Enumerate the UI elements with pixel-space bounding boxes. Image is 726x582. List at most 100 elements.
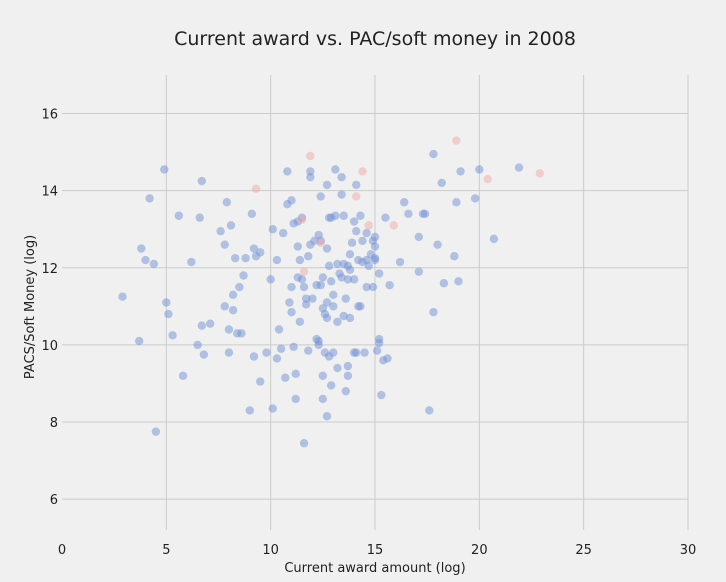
data-point-blue (162, 298, 171, 307)
data-point-blue (141, 255, 150, 265)
data-point-blue (205, 319, 215, 328)
data-point-blue (247, 209, 257, 219)
data-point-blue (285, 298, 294, 307)
data-point-blue (343, 371, 353, 380)
data-point-blue (372, 346, 382, 355)
data-point-blue (429, 307, 438, 317)
data-point-blue (149, 259, 159, 269)
data-point-blue (224, 325, 234, 334)
data-point-blue (249, 352, 259, 361)
data-point-blue (195, 213, 204, 222)
data-point-blue (118, 292, 127, 301)
x-axis-label: Current award amount (log) (284, 561, 465, 576)
x-tick-label: 20 (471, 543, 488, 558)
data-point-blue (199, 350, 209, 359)
data-point-blue (333, 363, 342, 373)
data-point-blue (433, 240, 442, 249)
data-point-blue (316, 192, 325, 201)
data-point-blue (329, 290, 338, 299)
data-point-blue (420, 209, 430, 219)
data-point-blue (333, 317, 342, 326)
x-tick-label: 0 (58, 543, 66, 558)
data-point-blue (314, 340, 323, 350)
data-point-blue (164, 309, 173, 319)
x-tick-label: 5 (162, 543, 170, 558)
data-point-blue (220, 302, 229, 311)
data-point-blue (291, 394, 300, 404)
data-point-red (306, 151, 315, 161)
data-point-blue (345, 313, 355, 323)
data-point-blue (256, 377, 265, 386)
data-point-blue (345, 265, 355, 274)
data-point-blue (245, 406, 254, 415)
data-point-blue (341, 386, 350, 396)
data-point-blue (241, 253, 250, 263)
data-point-blue (272, 255, 282, 265)
data-point-blue (326, 277, 336, 286)
data-point-blue (347, 238, 357, 247)
data-point-blue (514, 163, 524, 172)
data-point-blue (293, 242, 302, 251)
data-point-blue (299, 439, 309, 448)
data-point-blue (343, 361, 353, 371)
data-point-blue (349, 217, 359, 226)
data-point-red (316, 238, 325, 247)
data-point-blue (439, 279, 449, 288)
data-point-blue (197, 321, 207, 330)
data-point-blue (220, 240, 229, 249)
data-point-blue (318, 394, 328, 404)
data-point-blue (228, 290, 238, 299)
data-point-red (251, 184, 261, 193)
data-point-blue (429, 149, 438, 159)
data-point-blue (333, 259, 342, 269)
data-point-blue (287, 307, 296, 317)
tick-labels: 0 5 10 15 20 25 30 6 8 10 12 14 16 (41, 108, 696, 558)
data-point-blue (187, 257, 196, 267)
data-point-blue (178, 371, 188, 380)
data-point-blue (454, 277, 463, 286)
data-point-blue (151, 427, 161, 436)
data-point-blue (377, 390, 386, 400)
data-point-blue (228, 306, 238, 315)
grid-lines (62, 75, 689, 530)
data-points (118, 136, 545, 448)
y-tick-label: 8 (50, 416, 58, 431)
data-point-blue (470, 194, 480, 203)
data-point-red (364, 221, 373, 230)
data-point-blue (256, 248, 265, 257)
data-point-blue (289, 342, 298, 352)
data-point-blue (291, 369, 300, 379)
data-point-blue (322, 313, 332, 323)
data-point-red (358, 167, 367, 176)
data-point-blue (324, 261, 334, 271)
data-point-blue (331, 165, 340, 174)
data-point-blue (145, 194, 154, 203)
data-point-blue (374, 269, 384, 278)
data-point-blue (299, 282, 309, 292)
data-point-blue (414, 267, 424, 276)
data-point-blue (456, 167, 465, 176)
data-point-blue (295, 255, 305, 265)
x-tick-label: 25 (575, 543, 592, 558)
data-point-blue (370, 255, 380, 265)
y-tick-label: 16 (41, 108, 58, 123)
data-point-blue (230, 253, 240, 263)
data-point-blue (364, 261, 373, 271)
data-point-blue (287, 282, 296, 292)
data-point-blue (222, 198, 232, 207)
data-point-blue (322, 244, 332, 253)
y-tick-label: 6 (50, 493, 58, 508)
data-point-blue (383, 354, 392, 363)
data-point-blue (301, 300, 311, 309)
y-tick-label: 10 (41, 339, 58, 354)
data-point-blue (326, 381, 336, 390)
data-point-blue (341, 294, 350, 303)
data-point-blue (239, 271, 248, 280)
data-point-blue (262, 348, 271, 357)
data-point-blue (306, 167, 315, 176)
data-point-blue (235, 282, 244, 292)
data-point-blue (322, 180, 332, 190)
data-point-blue (226, 221, 236, 230)
data-point-blue (362, 282, 371, 292)
data-point-blue (216, 226, 225, 236)
